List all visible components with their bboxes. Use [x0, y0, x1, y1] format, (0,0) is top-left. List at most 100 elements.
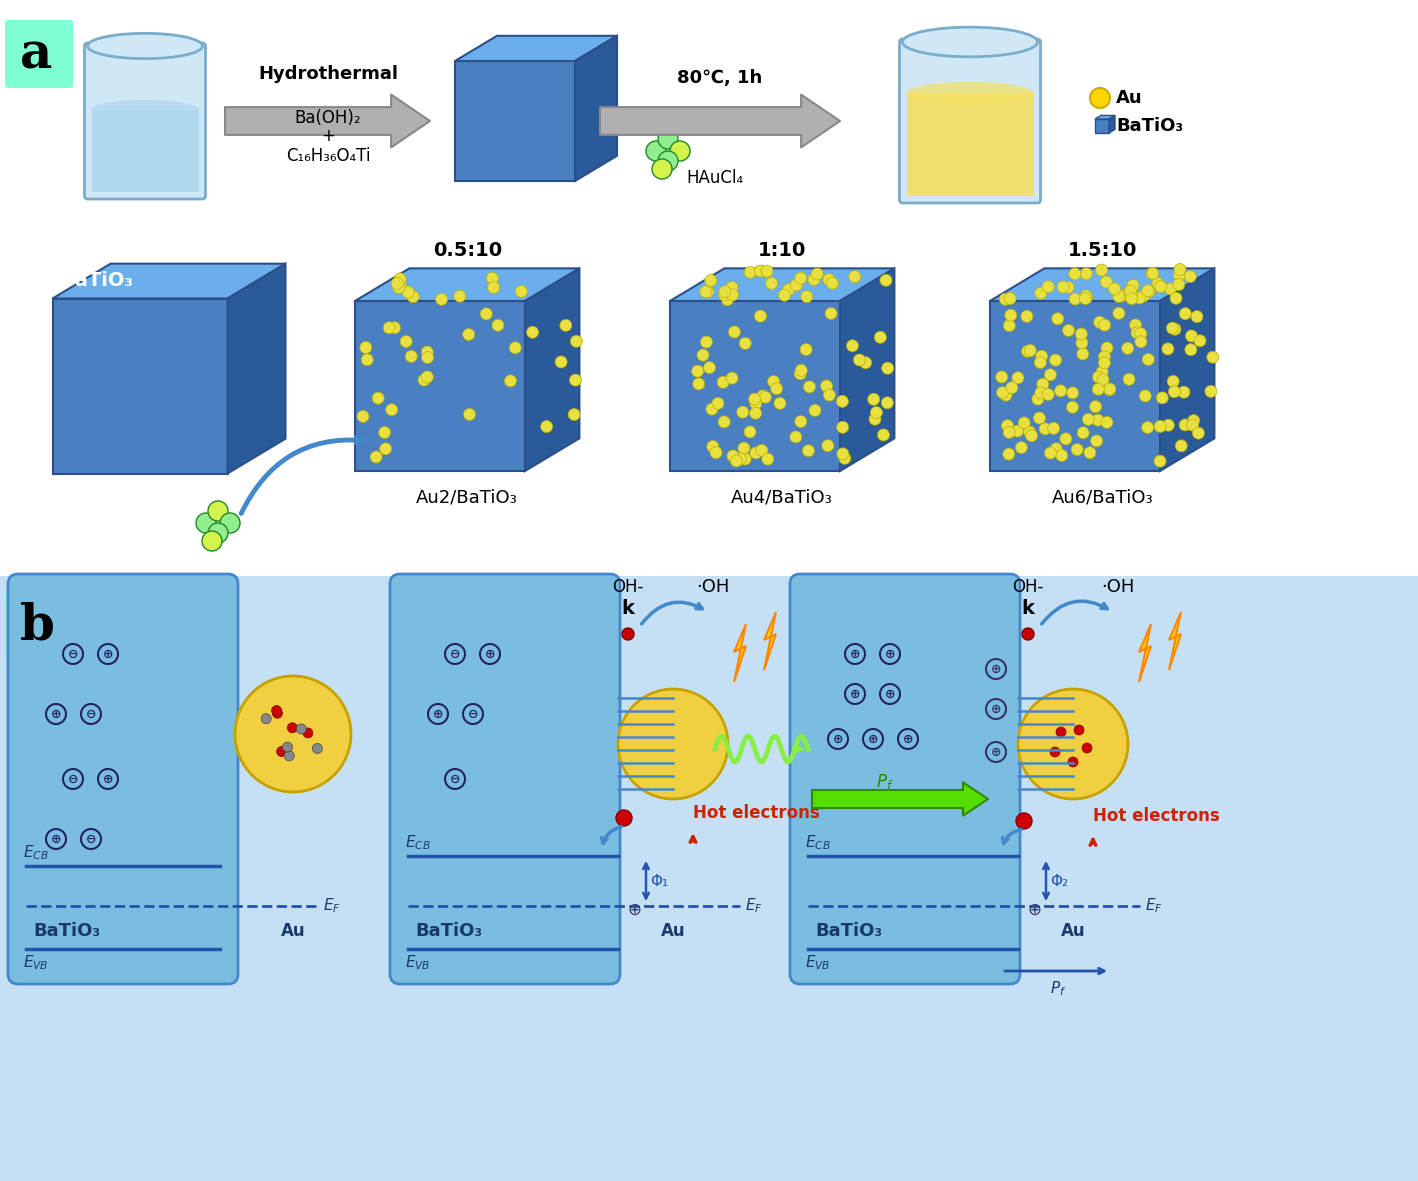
Circle shape	[386, 404, 397, 416]
Circle shape	[766, 278, 777, 289]
Circle shape	[719, 289, 730, 301]
Circle shape	[1168, 324, 1181, 335]
Circle shape	[1034, 412, 1045, 424]
Circle shape	[722, 294, 733, 306]
Circle shape	[1173, 279, 1185, 291]
Circle shape	[277, 746, 286, 757]
Circle shape	[878, 429, 889, 441]
Circle shape	[570, 335, 583, 347]
Circle shape	[1205, 385, 1217, 397]
Circle shape	[822, 439, 834, 451]
Circle shape	[1005, 309, 1017, 321]
Circle shape	[1083, 446, 1096, 458]
Circle shape	[882, 397, 893, 409]
Circle shape	[849, 270, 861, 282]
Circle shape	[400, 335, 413, 347]
Circle shape	[481, 308, 492, 320]
Text: $E_F$: $E_F$	[1144, 896, 1163, 915]
Circle shape	[1109, 282, 1120, 295]
Circle shape	[1113, 291, 1124, 302]
Circle shape	[1000, 389, 1012, 402]
Circle shape	[750, 398, 761, 410]
Polygon shape	[669, 301, 839, 471]
Ellipse shape	[906, 81, 1034, 105]
Circle shape	[827, 278, 838, 289]
Circle shape	[1099, 357, 1110, 368]
Circle shape	[1090, 89, 1110, 107]
Circle shape	[658, 151, 678, 171]
Circle shape	[652, 159, 672, 180]
Circle shape	[1184, 270, 1197, 282]
Circle shape	[1081, 289, 1092, 302]
Circle shape	[803, 445, 814, 457]
Circle shape	[1122, 342, 1133, 354]
Circle shape	[1055, 385, 1066, 397]
Circle shape	[1164, 283, 1177, 295]
Text: ⊕: ⊕	[432, 707, 444, 720]
Circle shape	[1032, 393, 1044, 405]
Circle shape	[737, 442, 750, 455]
Circle shape	[1096, 265, 1107, 276]
Circle shape	[1092, 384, 1105, 396]
Text: ⊕: ⊕	[885, 687, 895, 700]
Circle shape	[1015, 442, 1028, 454]
Circle shape	[1154, 420, 1166, 432]
Circle shape	[1099, 351, 1110, 363]
Circle shape	[1133, 292, 1146, 304]
Circle shape	[1017, 813, 1032, 829]
Text: a: a	[20, 31, 52, 79]
Circle shape	[726, 372, 737, 384]
Text: ⊕: ⊕	[102, 647, 113, 660]
Circle shape	[372, 392, 384, 404]
Circle shape	[1178, 386, 1190, 398]
Text: $E_{CB}$: $E_{CB}$	[23, 843, 48, 862]
Text: ⊖: ⊖	[68, 647, 78, 660]
Circle shape	[515, 286, 527, 298]
Circle shape	[380, 443, 391, 455]
Circle shape	[712, 398, 725, 410]
Circle shape	[750, 407, 761, 419]
Circle shape	[770, 383, 783, 394]
Circle shape	[706, 441, 719, 452]
Circle shape	[1048, 423, 1059, 435]
Circle shape	[1163, 419, 1174, 431]
Polygon shape	[764, 612, 776, 670]
Bar	[92, 110, 199, 193]
Circle shape	[1069, 293, 1081, 305]
Circle shape	[1173, 269, 1185, 281]
Text: ⊕: ⊕	[849, 687, 861, 700]
Circle shape	[1127, 279, 1139, 292]
Text: ⊖: ⊖	[450, 772, 461, 785]
Circle shape	[1187, 419, 1198, 431]
Text: ·OH: ·OH	[1102, 578, 1134, 596]
Circle shape	[492, 319, 503, 331]
Text: k: k	[1021, 599, 1035, 618]
Circle shape	[739, 338, 752, 350]
Text: $E_{CB}$: $E_{CB}$	[406, 834, 431, 852]
Circle shape	[1073, 725, 1083, 735]
Circle shape	[488, 281, 499, 294]
Circle shape	[303, 727, 313, 738]
Circle shape	[1151, 278, 1164, 289]
Circle shape	[749, 393, 760, 405]
Circle shape	[569, 409, 580, 420]
Circle shape	[379, 426, 390, 438]
Text: Au: Au	[1061, 922, 1085, 940]
Circle shape	[1058, 281, 1069, 293]
Circle shape	[1052, 313, 1064, 325]
Circle shape	[726, 289, 739, 301]
Circle shape	[1081, 268, 1092, 280]
Circle shape	[1167, 322, 1178, 334]
Circle shape	[699, 286, 712, 298]
Circle shape	[761, 454, 774, 465]
Circle shape	[1004, 320, 1015, 332]
Circle shape	[811, 268, 824, 280]
Text: ⊖: ⊖	[85, 833, 96, 846]
Polygon shape	[354, 301, 525, 471]
Circle shape	[1134, 328, 1147, 340]
Polygon shape	[52, 299, 227, 474]
Circle shape	[421, 371, 434, 383]
Circle shape	[196, 513, 216, 533]
Circle shape	[702, 286, 713, 298]
Text: ⊕: ⊕	[849, 647, 861, 660]
